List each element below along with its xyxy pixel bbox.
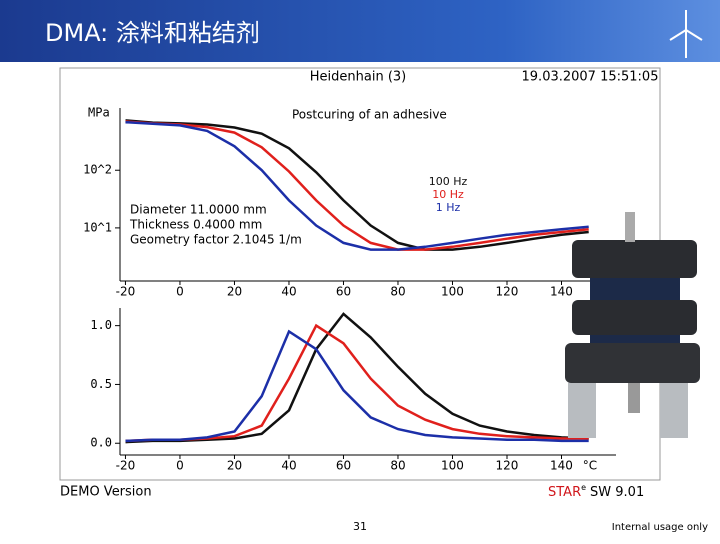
- x-tick-label: 0: [176, 459, 184, 473]
- chart-frame: [59, 67, 661, 481]
- sample-holder-photo: [565, 212, 700, 438]
- software-name: STAR: [548, 485, 581, 500]
- x-tick-label: 100: [441, 459, 464, 473]
- x-tick-label: 120: [496, 459, 519, 473]
- x-tick-label: 60: [336, 459, 351, 473]
- x-tick-label: 120: [496, 285, 519, 299]
- x-tick-label: 20: [227, 459, 242, 473]
- x-tick-label: 0: [176, 285, 184, 299]
- x-tick-label: -20: [116, 285, 136, 299]
- software: STARe SW 9.01: [548, 483, 644, 500]
- y-tick-label: 1.0: [90, 318, 112, 332]
- edition: DEMO Version: [60, 485, 152, 500]
- series-line: [125, 120, 589, 251]
- x-tick-label: 20: [227, 285, 242, 299]
- page-number: 31: [353, 520, 367, 533]
- y-tick-label: 10^2: [83, 163, 112, 177]
- software-version: SW 9.01: [590, 485, 644, 500]
- x-axis-label: °C: [583, 459, 597, 473]
- y-tick-label: 0.5: [90, 377, 112, 391]
- legend-entry: 1 Hz: [436, 201, 461, 214]
- y-tick-label: 0.0: [90, 436, 112, 450]
- logo: [669, 10, 703, 58]
- instrument: Heidenhain (3): [310, 70, 406, 85]
- timestamp: 19.03.2007 15:51:05: [522, 70, 659, 85]
- x-tick-label: -20: [116, 459, 136, 473]
- series-line: [125, 329, 589, 443]
- chart-title: Postcuring of an adhesive: [292, 108, 447, 122]
- x-tick-label: 40: [281, 285, 296, 299]
- series-line: [125, 119, 589, 251]
- x-tick-label: 80: [390, 285, 405, 299]
- y-tick-label: 10^1: [83, 220, 112, 234]
- note: Internal usage only: [612, 522, 708, 533]
- y-axis-label: MPa: [88, 106, 110, 120]
- x-tick-label: 100: [441, 285, 464, 299]
- annotation: Geometry factor 2.1045 1/m: [130, 233, 302, 247]
- series-line: [125, 120, 589, 251]
- header-bar: [0, 0, 720, 62]
- legend-entry: 10 Hz: [432, 188, 464, 201]
- header-title: DMA: 涂料和粘结剂: [45, 19, 260, 47]
- x-tick-label: 80: [390, 459, 405, 473]
- plots: 10^2 10^1 -20 0 20 40 60 80 100 120 140 MPa Postcuri…: [83, 106, 616, 473]
- annotation: Thickness 0.4000 mm: [129, 218, 262, 232]
- software-sup: e: [581, 483, 586, 492]
- legend-entry: 100 Hz: [429, 175, 468, 188]
- x-tick-label: 140: [550, 285, 573, 299]
- x-tick-label: 60: [336, 285, 351, 299]
- x-tick-label: 140: [550, 459, 573, 473]
- annotation: Diameter 11.0000 mm: [130, 203, 267, 217]
- x-tick-label: 40: [281, 459, 296, 473]
